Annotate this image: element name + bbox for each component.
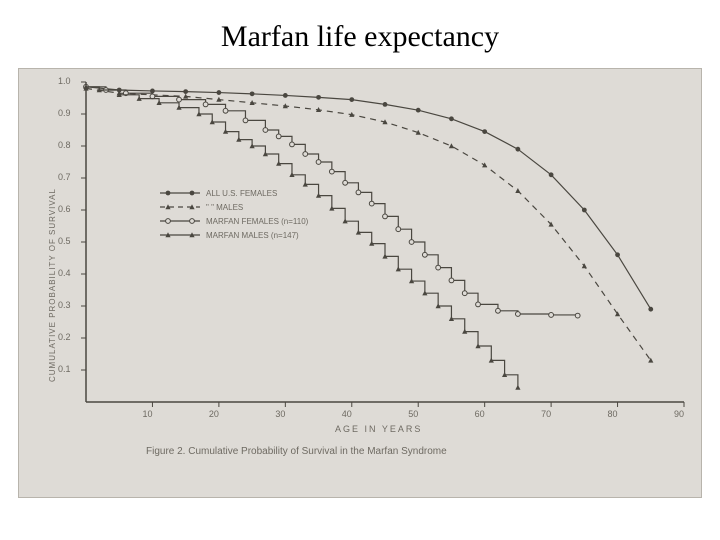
y-tick: 1.0	[58, 76, 71, 86]
x-tick: 60	[475, 409, 485, 419]
legend-label: MARFAN MALES (n=147)	[206, 231, 299, 240]
y-tick: 0.1	[58, 364, 71, 374]
legend-swatch	[160, 216, 200, 226]
legend-swatch	[160, 230, 200, 240]
y-tick: 0.9	[58, 108, 71, 118]
x-tick: 30	[275, 409, 285, 419]
y-tick: 0.7	[58, 172, 71, 182]
slide: { "title": { "text": "Marfan life expect…	[0, 0, 720, 540]
legend-swatch	[160, 188, 200, 198]
x-tick: 90	[674, 409, 684, 419]
y-tick: 0.2	[58, 332, 71, 342]
legend-item: MARFAN FEMALES (n=110)	[160, 214, 308, 228]
y-tick: 0.8	[58, 140, 71, 150]
legend: ALL U.S. FEMALES " " MALES MARFAN FEMALES …	[160, 186, 308, 242]
legend-item: ALL U.S. FEMALES	[160, 186, 308, 200]
legend-item: " " MALES	[160, 200, 308, 214]
y-tick: 0.6	[58, 204, 71, 214]
survival-chart	[0, 0, 720, 540]
legend-swatch	[160, 202, 200, 212]
x-tick: 20	[209, 409, 219, 419]
legend-item: MARFAN MALES (n=147)	[160, 228, 308, 242]
legend-label: ALL U.S. FEMALES	[206, 189, 277, 198]
y-tick: 0.4	[58, 268, 71, 278]
x-tick: 70	[541, 409, 551, 419]
x-tick: 40	[342, 409, 352, 419]
y-tick: 0.3	[58, 300, 71, 310]
x-tick: 50	[408, 409, 418, 419]
y-axis-label: CUMULATIVE PROBABILITY OF SURVIVAL	[48, 188, 57, 382]
figure-caption: Figure 2. Cumulative Probability of Surv…	[146, 446, 447, 457]
y-tick: 0.5	[58, 236, 71, 246]
x-axis-label: AGE IN YEARS	[335, 424, 422, 434]
legend-label: " " MALES	[206, 203, 243, 212]
x-tick: 10	[142, 409, 152, 419]
legend-label: MARFAN FEMALES (n=110)	[206, 217, 308, 226]
x-tick: 80	[608, 409, 618, 419]
